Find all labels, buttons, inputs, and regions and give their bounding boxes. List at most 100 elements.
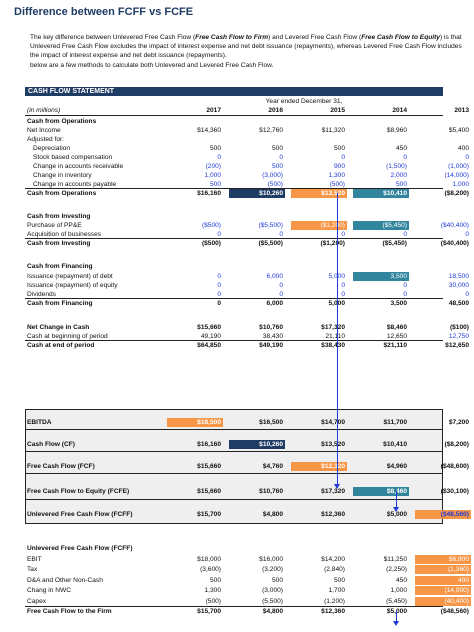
ufcf-row-label: Unlevered Free Cash Flow (FCFF) xyxy=(27,511,133,518)
ebitda-row-value-3: $11,700 xyxy=(383,419,407,426)
years-row: (in millions) 2017 2016 2015 2014 2013 xyxy=(25,106,469,115)
ar-row-value-2: 900 xyxy=(333,163,345,170)
cff-row-label: Cash from Financing xyxy=(27,300,93,307)
acq-row-value-0: 0 xyxy=(217,231,221,238)
sbc-row-value-2: 0 xyxy=(341,154,345,161)
da-row-value-1: 500 xyxy=(271,577,283,584)
sbc-row-value-4: 0 xyxy=(465,154,469,161)
dividends-row-label: Dividends xyxy=(27,291,56,298)
ap-row-value-4: 1,000 xyxy=(452,181,469,188)
year-ended-label: Year ended December 31, xyxy=(265,98,343,105)
ebitda-row-value-4: $7,200 xyxy=(448,419,469,426)
tax-row-label: Tax xyxy=(27,566,38,573)
tax-row: Tax (3,600) (3,200) (2,840) (2,250) (1,360) xyxy=(25,565,471,574)
fcf-row-label: Free Cash Flow (FCF) xyxy=(27,463,95,470)
net-income-row-value-4: $5,400 xyxy=(448,127,469,134)
ppe-row: Purchase of PP&E ($500) ($5,500) ($1,200) ($… xyxy=(25,221,469,230)
equity-row-label: Issuance (repayment) of equity xyxy=(27,282,118,289)
ppe-row-value-1: ($5,500) xyxy=(258,222,283,229)
cff-row: Cash from Financing 0 6,000 5,000 3,500 48,50… xyxy=(25,299,469,308)
fcfe-row-value-0: $15,660 xyxy=(197,488,221,495)
cfo-row-value-0: $16,160 xyxy=(197,190,221,197)
cfi-row-value-4: ($40,400) xyxy=(440,240,469,247)
debt-row-value-1: 6,000 xyxy=(266,273,283,280)
fcfe-row-value-3: $8,460 xyxy=(353,487,409,496)
cfi-row: Cash from Investing ($500) ($5,500) ($1,200… xyxy=(25,239,469,248)
ap-row-value-0: 500 xyxy=(209,181,221,188)
ebit-row-value-2: $14,200 xyxy=(321,556,345,563)
fcf-row-value-4: ($48,600) xyxy=(440,463,469,470)
acq-row-value-3: 0 xyxy=(403,231,407,238)
begin-cash-row-value-4: 12,750 xyxy=(448,333,469,340)
sbc-row-label: Stock based compensation xyxy=(33,154,113,161)
ufcf-row-value-3: $5,000 xyxy=(386,511,407,518)
net-income-row-value-0: $14,360 xyxy=(197,127,221,134)
ap-row: Change in accounts payable 500 (500) (500) 5… xyxy=(25,180,469,189)
cff-row-value-3: 3,500 xyxy=(390,300,407,307)
fcfe-line xyxy=(25,499,443,500)
debt-row-value-2: 5,000 xyxy=(291,272,347,281)
ebit-row-value-1: $16,000 xyxy=(259,556,283,563)
equity-row-value-2: 0 xyxy=(341,282,345,289)
fcff-row-value-2: $12,360 xyxy=(321,608,345,615)
da-row-value-4: 400 xyxy=(415,576,471,585)
capex-row-value-1: (5,500) xyxy=(262,598,283,605)
sbc-row-value-0: 0 xyxy=(217,154,221,161)
acq-row: Acquisition of businesses 0 0 0 0 0 xyxy=(25,230,469,239)
capex-row-value-4: (40,400) xyxy=(415,597,471,606)
net-income-row-value-3: $8,960 xyxy=(386,127,407,134)
fcfe-connector-arrow-icon xyxy=(334,484,340,489)
end-cash-row-label: Cash at end of period xyxy=(27,342,95,349)
begin-cash-row-value-2: 21,110 xyxy=(325,333,345,340)
cfo-row: Cash from Operations $16,160 $10,260 $13,52… xyxy=(25,189,469,198)
ar-row-value-1: 500 xyxy=(271,163,283,170)
tax-row-value-4: (1,360) xyxy=(415,565,471,574)
ap-row-value-3: 500 xyxy=(395,181,407,188)
cf-row-value-4: ($8,200) xyxy=(444,441,469,448)
capex-row-label: Capex xyxy=(27,598,47,605)
sbc-row: Stock based compensation 0 0 0 0 0 xyxy=(25,153,469,162)
inventory-row-value-2: 1,300 xyxy=(328,172,345,179)
fcfe-row: Free Cash Flow to Equity (FCFE) $15,660 $1… xyxy=(25,487,469,496)
ops-title: Cash from Operations xyxy=(25,117,443,126)
da-row-label: D&A and Other Non-Cash xyxy=(27,577,103,584)
cf-row-value-1: $10,260 xyxy=(229,440,285,449)
inventory-row-value-0: 1,000 xyxy=(204,172,221,179)
intro-text-3: ) is that Unlevered Free Cash Flow exclu… xyxy=(30,34,462,60)
ebitda-row: EBITDA $18,500 $16,500 $14,700 $11,700 $7,200 xyxy=(25,418,469,427)
capex-row-value-0: (500) xyxy=(205,598,221,605)
dividends-row: Dividends 0 0 0 0 0 xyxy=(25,290,469,299)
fcff-row-value-0: $15,700 xyxy=(197,608,221,615)
ufcf-connector xyxy=(396,491,397,509)
da-row-value-0: 500 xyxy=(209,577,221,584)
ppe-row-value-4: ($40,400) xyxy=(440,222,469,229)
intro-text-4: below are a few methods to calculate bot… xyxy=(30,61,274,69)
years-row-label: (in millions) xyxy=(27,107,61,114)
nwc-row-value-4: (14,000) xyxy=(415,586,471,595)
depreciation-row-value-2: 500 xyxy=(333,145,345,152)
ebit-row: EBIT $18,000 $16,000 $14,200 $11,250 $6,800 xyxy=(25,555,471,564)
ufcf-row-value-2: $12,360 xyxy=(321,511,345,518)
equity-row: Issuance (repayment) of equity 0 0 0 0 30,000 xyxy=(25,281,469,290)
acq-row-value-4: 0 xyxy=(465,231,469,238)
sbc-row-value-3: 0 xyxy=(403,154,407,161)
net-change-row: Net Change in Cash $15,660 $10,760 $17,320 $… xyxy=(25,323,469,332)
fcfe-row-value-4: ($30,100) xyxy=(440,488,469,495)
ppe-row-label: Purchase of PP&E xyxy=(27,222,82,229)
nwc-row-value-3: 1,000 xyxy=(390,587,407,594)
equity-row-value-0: 0 xyxy=(217,282,221,289)
cff-row-value-1: 6,000 xyxy=(266,300,283,307)
depreciation-row-value-4: 400 xyxy=(457,145,469,152)
ar-row-value-0: (200) xyxy=(205,163,221,170)
inventory-row-value-3: 2,000 xyxy=(390,172,407,179)
net-change-row-value-1: $10,760 xyxy=(259,324,283,331)
fcff-row-label: Free Cash Flow to the Firm xyxy=(27,608,112,615)
dividends-row-value-1: 0 xyxy=(279,291,283,298)
debt-row-label: Issuance (repayment) of debt xyxy=(27,273,113,280)
fcff-row-value-1: $4,800 xyxy=(262,608,283,615)
capex-row: Capex (500) (5,500) (1,200) (5,450) (40,400) xyxy=(25,597,471,606)
inventory-row-value-1: (3,000) xyxy=(262,172,283,179)
financing-title-label: Cash from Financing xyxy=(27,263,93,270)
inventory-row: Change in inventory 1,000 (3,000) 1,300 2,00… xyxy=(25,171,469,180)
depreciation-row-label: Depreciation xyxy=(33,145,71,152)
